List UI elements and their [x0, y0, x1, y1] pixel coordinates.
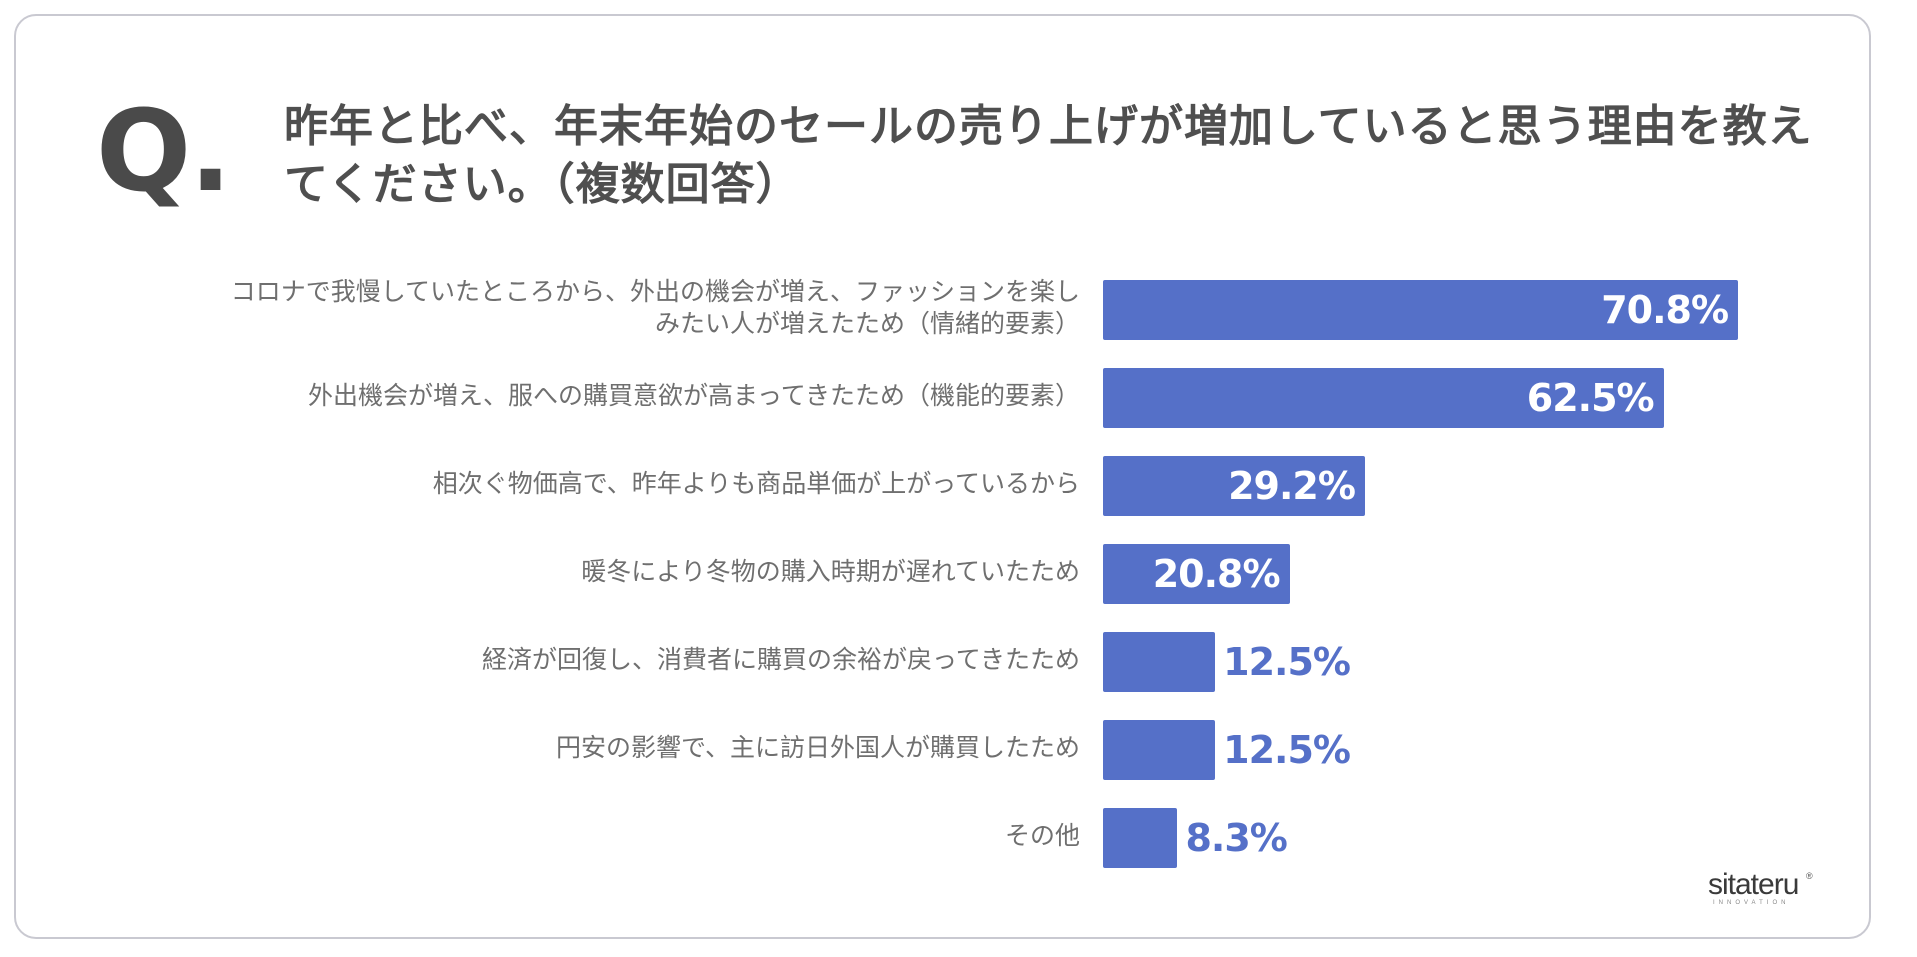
- category-label: 経済が回復し、消費者に購買の余裕が戻ってきたため: [100, 644, 1080, 676]
- bar: [1103, 544, 1290, 604]
- logo-registered-mark: ®: [1806, 871, 1813, 881]
- category-label: コロナで我慢していたところから、外出の機会が増え、ファッションを楽しみたい人が増…: [100, 276, 1080, 340]
- bar: [1103, 368, 1664, 428]
- sitateru-logo: sitateru: [1708, 868, 1799, 901]
- category-label: 外出機会が増え、服への購買意欲が高まってきたため（機能的要素）: [100, 380, 1080, 412]
- chart-card: [14, 14, 1871, 939]
- category-label-line: 相次ぐ物価高で、昨年よりも商品単価が上がっているから: [432, 469, 1080, 498]
- category-label-line: 外出機会が増え、服への購買意欲が高まってきたため（機能的要素）: [307, 381, 1080, 410]
- category-label-line: コロナで我慢していたところから、外出の機会が増え、ファッションを楽し: [230, 277, 1080, 306]
- bar: [1103, 632, 1216, 692]
- data-label: 62.5%: [1526, 376, 1655, 420]
- data-label: 20.8%: [1152, 552, 1281, 596]
- data-label: 70.8%: [1601, 288, 1729, 332]
- chart-title: 昨年と比べ、年末年始のセールの売り上げが増加していると思う理由を教えてください。…: [284, 101, 1813, 210]
- category-label-line: 円安の影響で、主に訪日外国人が購買したため: [555, 733, 1080, 762]
- category-label-line: 経済が回復し、消費者に購買の余裕が戻ってきたため: [481, 645, 1080, 674]
- bar: [1103, 720, 1216, 780]
- data-label: 8.3%: [1185, 816, 1287, 860]
- category-label: 相次ぐ物価高で、昨年よりも商品単価が上がっているから: [100, 468, 1080, 500]
- category-label-line: みたい人が増えたため（情緒的要素）: [654, 309, 1080, 338]
- data-label: 29.2%: [1228, 464, 1356, 508]
- logo-tagline: INNOVATION: [1713, 900, 1790, 906]
- data-label: 12.5%: [1223, 640, 1351, 684]
- category-label-line: 暖冬により冬物の購入時期が遅れていたため: [581, 557, 1080, 586]
- category-label: 円安の影響で、主に訪日外国人が購買したため: [100, 732, 1080, 764]
- question-mark: Q.: [96, 87, 232, 217]
- data-label: 12.5%: [1223, 728, 1351, 772]
- bar: [1103, 280, 1739, 340]
- category-label: 暖冬により冬物の購入時期が遅れていたため: [100, 556, 1080, 588]
- category-label-line: その他: [1004, 821, 1080, 850]
- bar: [1103, 456, 1365, 516]
- bar: [1103, 808, 1178, 868]
- category-label: その他: [100, 820, 1080, 852]
